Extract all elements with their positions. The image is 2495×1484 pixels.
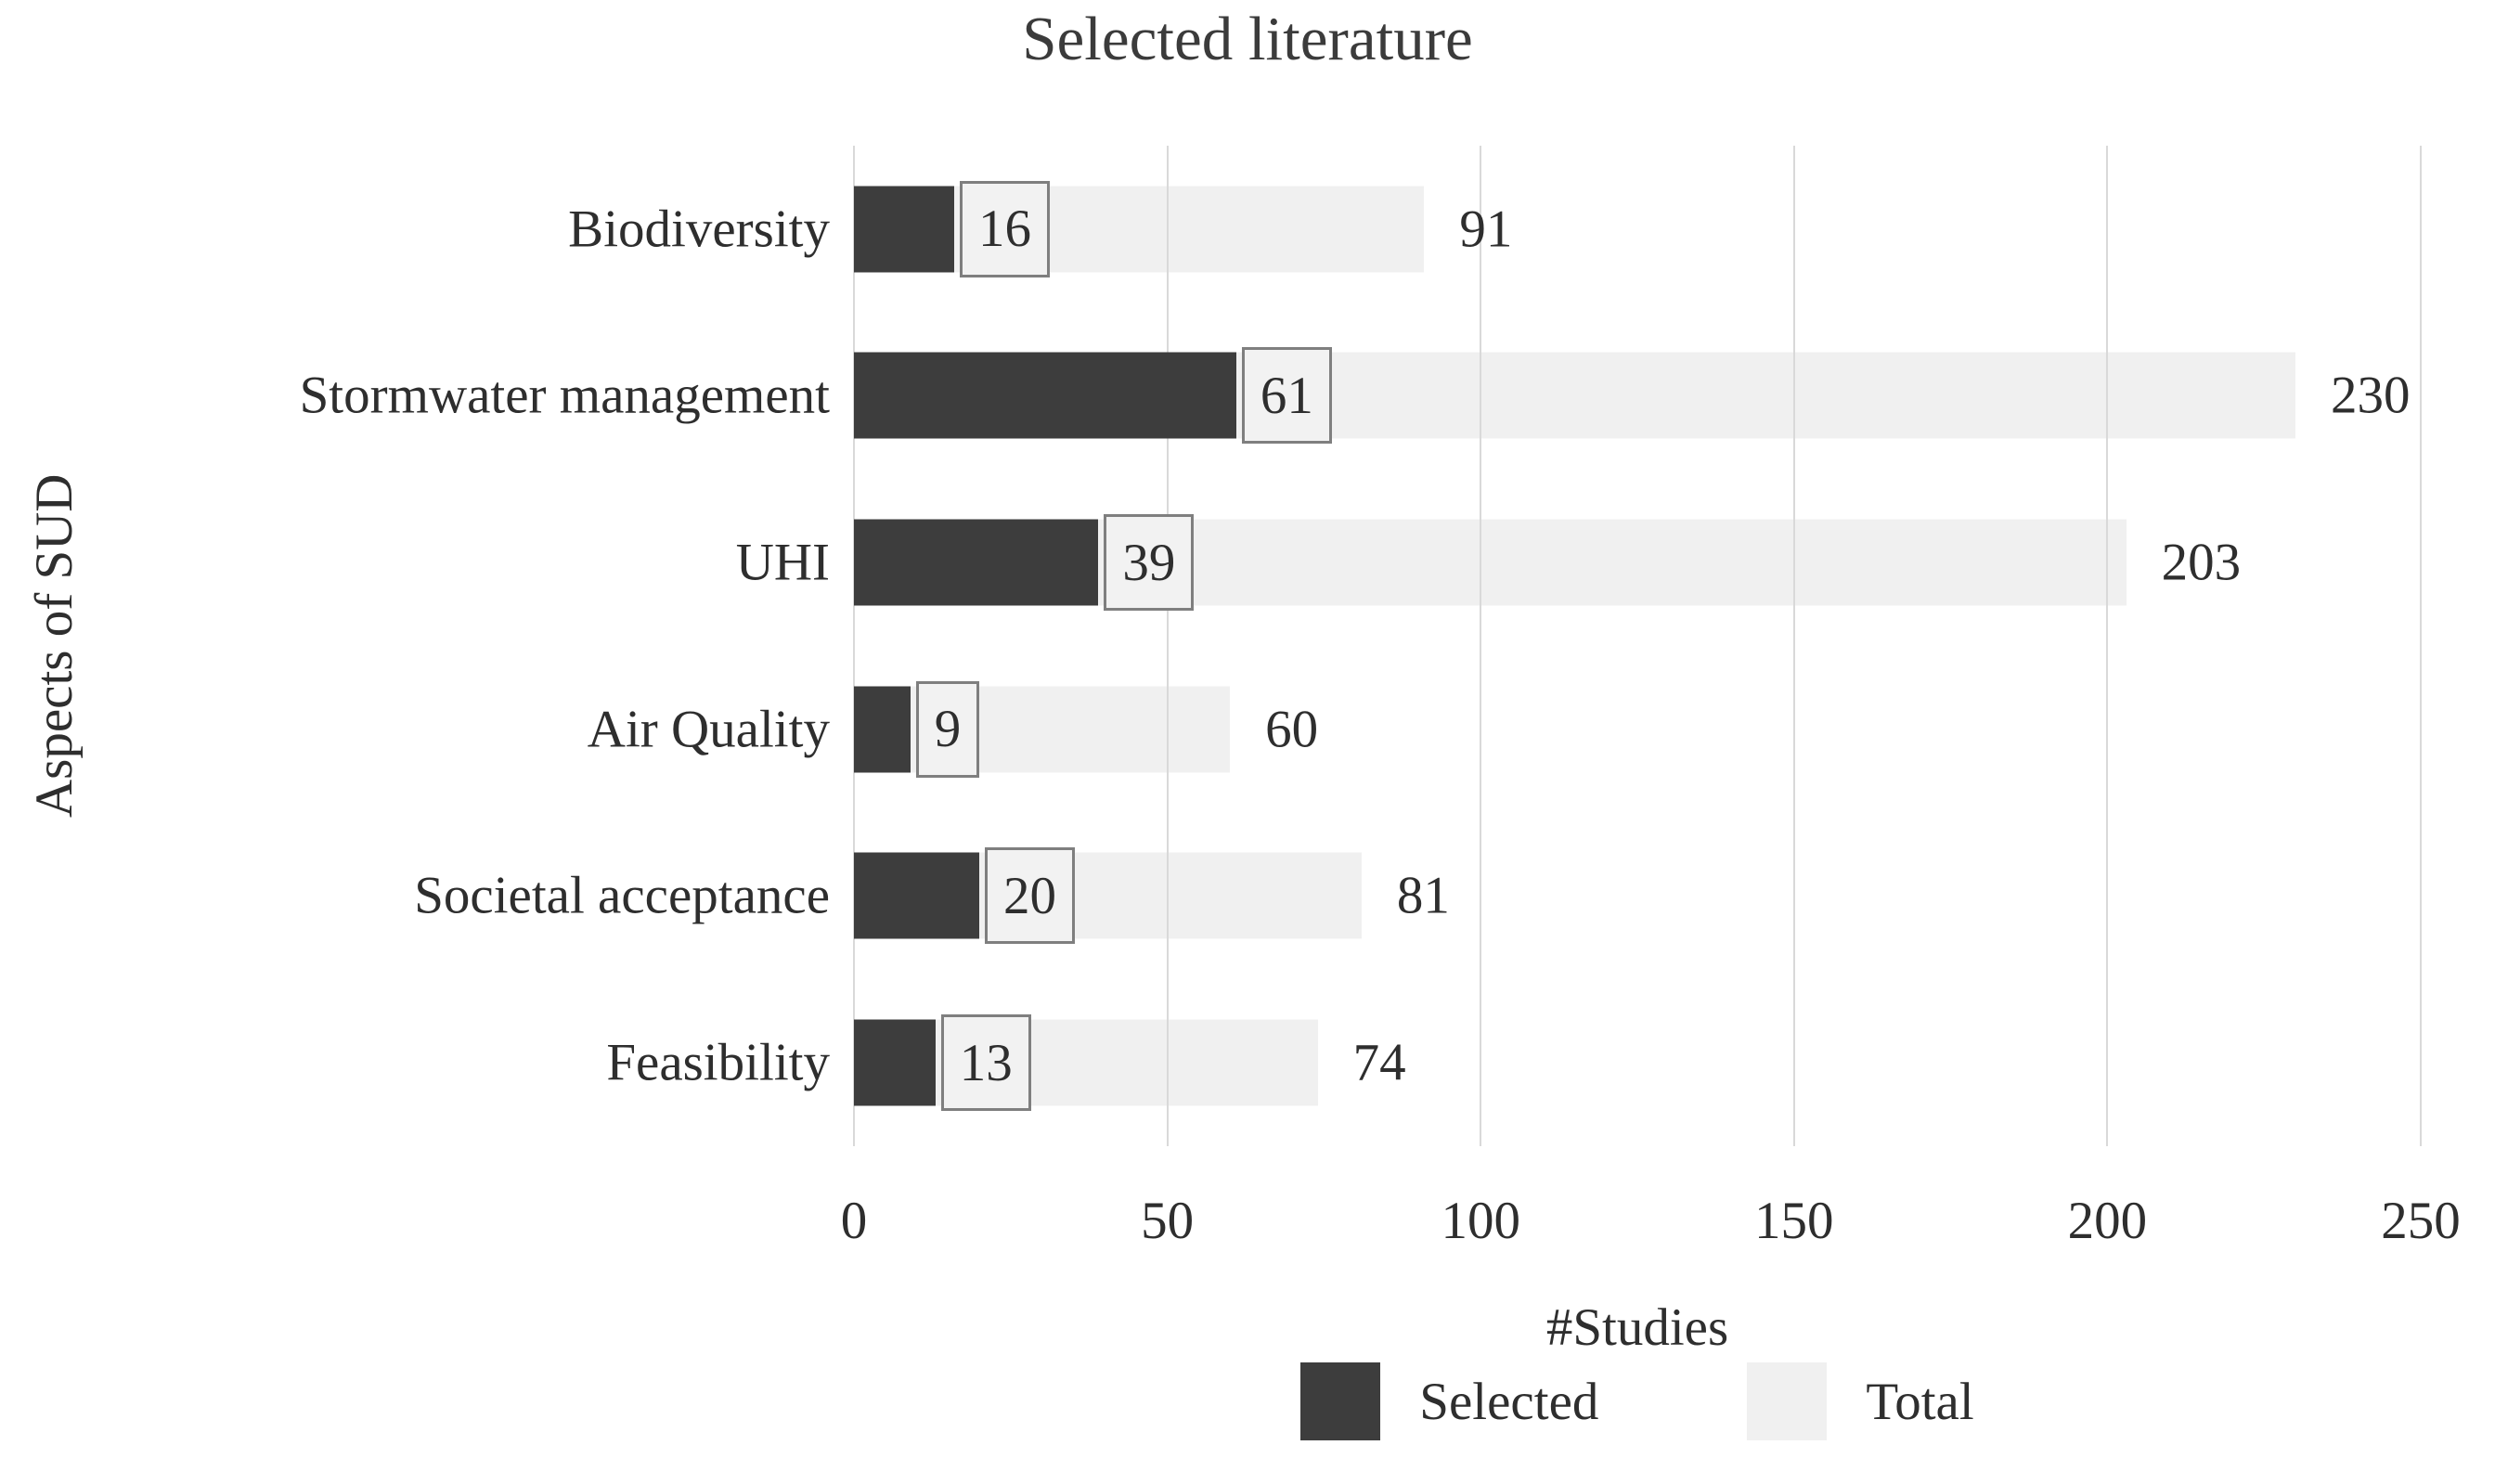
x-tick-250: 250: [2381, 1192, 2461, 1250]
bar-row: Stormwater management 61 230: [300, 313, 2421, 480]
legend-swatch-selected: [1300, 1362, 1381, 1440]
selected-bar: [854, 186, 955, 273]
gridline-50: [1166, 146, 1169, 1146]
selected-bar: [854, 1019, 936, 1106]
selected-bar: [854, 852, 980, 939]
selected-value-box: 16: [960, 180, 1051, 277]
legend-label-total: Total: [1866, 1372, 1974, 1431]
selected-value-box: 20: [985, 847, 1076, 945]
total-value-label: 74: [1352, 1033, 1406, 1092]
selected-bar: [854, 352, 1236, 439]
x-tick-200: 200: [2067, 1192, 2148, 1250]
gridline-100: [1480, 146, 1482, 1146]
x-tick-100: 100: [1441, 1192, 1520, 1250]
x-tick-50: 50: [1141, 1192, 1195, 1250]
total-value-label: 230: [2330, 366, 2411, 425]
category-label: Biodiversity: [568, 200, 830, 259]
x-tick-0: 0: [840, 1192, 868, 1250]
plot-area: Biodiversity 16 91 Stormwater management 61 2…: [300, 146, 2422, 1146]
legend-item-total: Total: [1747, 1362, 1974, 1440]
category-label: Feasibility: [606, 1033, 830, 1092]
legend-item-selected: Selected: [1300, 1362, 1598, 1440]
legend: Selected Total: [854, 1362, 2421, 1440]
bar-row: Feasibility 13 74: [606, 979, 2421, 1146]
selected-value-box: 13: [940, 1014, 1031, 1112]
bar-row: Societal acceptance 20 81: [414, 813, 2421, 980]
category-label: Societal acceptance: [414, 866, 830, 925]
bar-row: Air Quality 9 60: [588, 646, 2421, 813]
total-value-label: 203: [2161, 533, 2242, 592]
bar-row: Biodiversity 16 91: [568, 146, 2421, 313]
total-bar: [854, 686, 1231, 773]
selected-bar: [854, 519, 1099, 606]
bar-row: UHI 39 203: [736, 479, 2421, 646]
selected-value-box: 9: [915, 680, 980, 778]
selected-value-box: 61: [1241, 347, 1332, 445]
chart-title: Selected literature: [1022, 5, 1473, 73]
gridline-150: [1792, 146, 1795, 1146]
legend-label-selected: Selected: [1419, 1372, 1599, 1431]
x-axis-label: #Studies: [1545, 1298, 1729, 1357]
y-axis-label: Aspects of SUD: [25, 473, 84, 819]
legend-swatch-total: [1747, 1362, 1828, 1440]
gridline-0: [853, 146, 855, 1146]
total-value-label: 91: [1459, 200, 1513, 259]
x-tick-150: 150: [1754, 1192, 1834, 1250]
total-value-label: 60: [1265, 700, 1319, 759]
selected-value-box: 39: [1104, 514, 1195, 612]
category-label: UHI: [735, 533, 830, 592]
category-label: Air Quality: [587, 700, 830, 759]
gridline-200: [2106, 146, 2109, 1146]
x-axis-tick-row: 0 50 100 150 200 250: [841, 1191, 2461, 1256]
selected-bar: [854, 686, 911, 773]
category-label: Stormwater management: [299, 366, 830, 425]
total-value-label: 81: [1396, 866, 1450, 925]
gridline-250: [2420, 146, 2422, 1146]
